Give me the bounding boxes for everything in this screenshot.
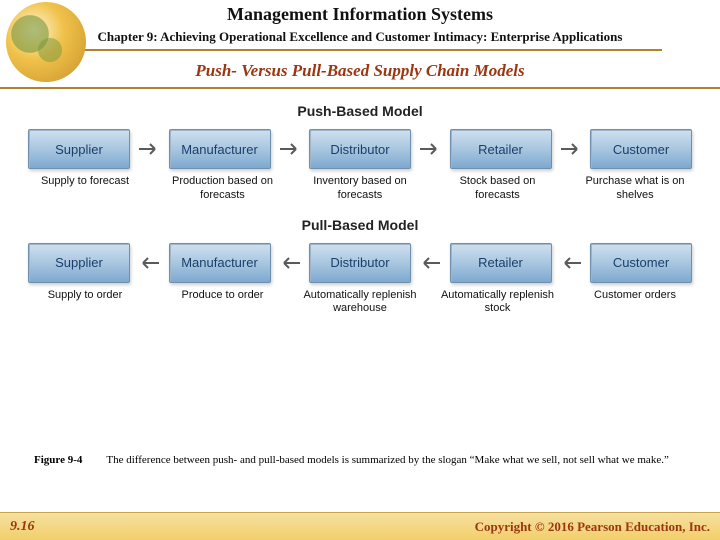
pull-cap-1: Produce to order	[166, 289, 280, 317]
copyright: Copyright © 2016 Pearson Education, Inc.	[475, 519, 710, 535]
push-cap-0: Supply to forecast	[28, 175, 142, 203]
pull-cap-2: Automatically replenish warehouse	[303, 289, 417, 317]
arrow-right-icon	[137, 144, 161, 154]
diagram-canvas: Push-Based Model Supplier Manufacturer D…	[0, 89, 720, 512]
push-cap-4: Purchase what is on shelves	[578, 175, 692, 203]
push-cap-3: Stock based on forecasts	[441, 175, 555, 203]
globe-icon	[6, 2, 86, 82]
push-title: Push-Based Model	[28, 103, 692, 119]
header: Management Information Systems Chapter 9…	[0, 0, 720, 89]
pull-cap-3: Automatically replenish stock	[441, 289, 555, 317]
arrow-left-icon	[418, 258, 442, 268]
node-customer: Customer	[590, 243, 692, 283]
pull-cap-4: Customer orders	[578, 289, 692, 317]
arrow-right-icon	[278, 144, 302, 154]
footer: 9.16 Copyright © 2016 Pearson Education,…	[0, 512, 720, 540]
pull-title: Pull-Based Model	[28, 217, 692, 233]
push-row: Supplier Manufacturer Distributor Retail…	[28, 129, 692, 169]
node-retailer: Retailer	[450, 129, 552, 169]
node-customer: Customer	[590, 129, 692, 169]
figure-label: Figure 9-4	[34, 454, 82, 466]
slide-subtitle: Push- Versus Pull-Based Supply Chain Mod…	[0, 61, 720, 81]
figure-caption: Figure 9-4 The difference between push- …	[34, 454, 686, 466]
node-retailer: Retailer	[450, 243, 552, 283]
slide: Management Information Systems Chapter 9…	[0, 0, 720, 540]
figure-text: The difference between push- and pull-ba…	[106, 454, 686, 466]
arrow-right-icon	[559, 144, 583, 154]
arrow-left-icon	[278, 258, 302, 268]
node-supplier: Supplier	[28, 243, 130, 283]
chapter-line: Chapter 9: Achieving Operational Excelle…	[58, 29, 663, 51]
pull-captions: Supply to order Produce to order Automat…	[28, 289, 692, 317]
push-cap-2: Inventory based on forecasts	[303, 175, 417, 203]
page-title: Management Information Systems	[0, 4, 720, 25]
page-number: 9.16	[10, 519, 35, 535]
node-manufacturer: Manufacturer	[169, 129, 271, 169]
push-cap-1: Production based on forecasts	[166, 175, 280, 203]
push-captions: Supply to forecast Production based on f…	[28, 175, 692, 203]
pull-cap-0: Supply to order	[28, 289, 142, 317]
pull-row: Supplier Manufacturer Distributor Retail…	[28, 243, 692, 283]
node-supplier: Supplier	[28, 129, 130, 169]
arrow-left-icon	[137, 258, 161, 268]
node-distributor: Distributor	[309, 243, 411, 283]
arrow-right-icon	[418, 144, 442, 154]
node-distributor: Distributor	[309, 129, 411, 169]
arrow-left-icon	[559, 258, 583, 268]
node-manufacturer: Manufacturer	[169, 243, 271, 283]
